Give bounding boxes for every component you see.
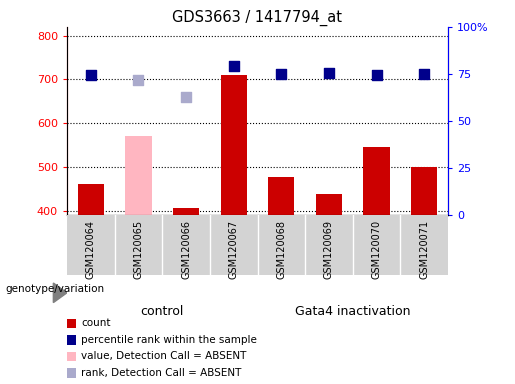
Polygon shape — [54, 283, 67, 303]
Point — [325, 70, 333, 76]
Text: control: control — [141, 305, 184, 318]
Bar — [78, 184, 104, 215]
Text: count: count — [81, 318, 111, 328]
Text: GSM120064: GSM120064 — [86, 220, 96, 279]
Text: GDS3663 / 1417794_at: GDS3663 / 1417794_at — [173, 10, 342, 26]
Text: GSM120069: GSM120069 — [324, 220, 334, 279]
Text: GSM120071: GSM120071 — [419, 220, 429, 279]
Bar — [173, 208, 199, 215]
Point — [420, 71, 428, 77]
Text: value, Detection Call = ABSENT: value, Detection Call = ABSENT — [81, 351, 247, 361]
Text: GSM120065: GSM120065 — [133, 220, 143, 279]
Text: genotype/variation: genotype/variation — [5, 284, 104, 294]
Bar — [364, 147, 390, 215]
Text: GSM120066: GSM120066 — [181, 220, 191, 279]
Bar — [411, 167, 437, 215]
Bar — [316, 194, 342, 215]
Text: GSM120068: GSM120068 — [277, 220, 286, 279]
Point — [277, 71, 285, 77]
Point — [87, 72, 95, 78]
Text: Gata4 inactivation: Gata4 inactivation — [295, 305, 410, 318]
Text: rank, Detection Call = ABSENT: rank, Detection Call = ABSENT — [81, 368, 242, 378]
Bar — [220, 75, 247, 215]
Point — [372, 72, 381, 78]
Bar — [268, 177, 295, 215]
Text: GSM120067: GSM120067 — [229, 220, 238, 279]
Point — [182, 94, 190, 100]
Text: GSM120070: GSM120070 — [372, 220, 382, 279]
Point — [230, 63, 238, 70]
Point — [134, 77, 143, 83]
Bar — [125, 136, 151, 215]
Text: percentile rank within the sample: percentile rank within the sample — [81, 335, 258, 345]
